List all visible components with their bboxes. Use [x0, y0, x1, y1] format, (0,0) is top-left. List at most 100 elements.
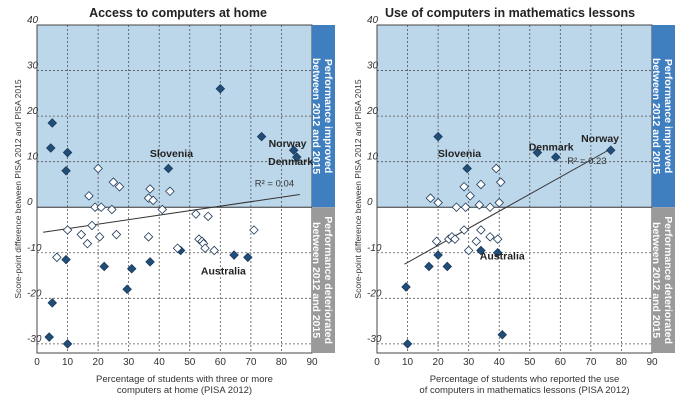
nonsignificant-point: [491, 163, 501, 174]
x-tick-label: 80: [616, 357, 628, 368]
nonsignificant-point: [148, 195, 158, 206]
x-tick-label: 0: [34, 357, 40, 368]
y-tick-label: 0: [367, 197, 373, 208]
y-tick-label: 20: [366, 106, 379, 117]
country-label: Denmark: [529, 141, 574, 153]
nonsignificant-point: [191, 209, 201, 219]
significant-point: [47, 118, 58, 128]
nonsignificant-point: [87, 220, 97, 231]
x-tick-label: 40: [494, 357, 506, 368]
significant-point: [243, 252, 253, 263]
nonsignificant-point: [76, 229, 87, 240]
significant-point: [433, 250, 443, 260]
x-axis-label-line: Percentage of students who reported the …: [430, 374, 620, 385]
y-tick-label: -20: [27, 288, 42, 299]
country-label: Denmark: [268, 156, 313, 168]
significant-point: [476, 245, 486, 256]
y-tick-label: 30: [367, 61, 379, 72]
country-label: Norway: [581, 133, 619, 145]
significant-point: [424, 261, 434, 272]
nonsignificant-point: [96, 202, 106, 212]
deteriorated-band: [377, 207, 652, 353]
nonsignificant-point: [474, 200, 485, 210]
nonsignificant-point: [485, 202, 495, 212]
significant-point: [550, 152, 561, 162]
significant-point: [433, 131, 443, 142]
deteriorated-sidebar: [652, 207, 675, 353]
y-tick-label: 10: [367, 152, 379, 163]
nonsignificant-point: [200, 243, 210, 253]
significant-point: [288, 145, 299, 156]
y-tick-label: -10: [27, 243, 42, 254]
trend-line: [404, 147, 613, 265]
significant-point: [145, 257, 155, 267]
x-tick-label: 10: [402, 357, 414, 368]
significant-point: [44, 332, 54, 342]
nonsignificant-point: [476, 179, 486, 190]
nonsignificant-point: [451, 202, 462, 212]
x-tick-label: 10: [62, 357, 74, 368]
significant-point: [291, 152, 302, 162]
significant-point: [99, 261, 109, 272]
r-squared-label: R² = 0.04: [255, 178, 294, 189]
nonsignificant-point: [172, 243, 183, 253]
nonsignificant-point: [495, 177, 506, 187]
x-tick-label: 90: [646, 357, 658, 368]
nonsignificant-point: [460, 202, 471, 212]
nonsignificant-point: [62, 225, 73, 235]
nonsignificant-point: [143, 193, 154, 203]
deteriorated-band-label-line: between 2012 and 2015: [310, 222, 322, 338]
y-tick-label: 20: [26, 106, 39, 117]
significant-point: [532, 147, 543, 158]
nonsignificant-point: [249, 225, 259, 235]
significant-point: [401, 282, 411, 292]
x-tick-label: 50: [184, 357, 196, 368]
nonsignificant-point: [463, 245, 474, 256]
x-tick-label: 80: [276, 357, 288, 368]
significant-point: [497, 330, 508, 340]
country-label: Slovenia: [150, 148, 193, 160]
significant-point: [62, 339, 73, 349]
nonsignificant-point: [203, 211, 213, 222]
x-tick-label: 20: [433, 357, 445, 368]
x-tick-label: 60: [555, 357, 567, 368]
nonsignificant-point: [494, 197, 504, 208]
nonsignificant-point: [450, 234, 460, 244]
significant-point: [605, 145, 616, 156]
y-tick-label: 0: [27, 197, 33, 208]
significant-point: [462, 163, 472, 174]
significant-point: [256, 131, 267, 142]
nonsignificant-point: [107, 204, 117, 215]
x-tick-label: 60: [215, 357, 227, 368]
nonsignificant-point: [52, 252, 62, 263]
nonsignificant-point: [433, 197, 443, 208]
country-label: Norway: [269, 138, 307, 150]
significant-point: [47, 298, 58, 308]
nonsignificant-point: [459, 225, 469, 235]
deteriorated-band-label-line: Performance deteriorated: [662, 216, 674, 344]
nonsignificant-point: [165, 186, 175, 197]
r-squared-label: R² = 0.23: [567, 156, 606, 167]
improved-band-label-line: Performance improved: [662, 59, 674, 173]
x-tick-label: 0: [374, 357, 380, 368]
y-tick-label: 30: [27, 61, 39, 72]
deteriorated-band-label: Performance deterioratedbetween 2012 and…: [310, 216, 334, 344]
chart-title: Use of computers in mathematics lessons: [385, 6, 635, 20]
x-tick-label: 30: [463, 357, 475, 368]
nonsignificant-point: [459, 181, 469, 192]
data-points: [44, 84, 302, 349]
nonsignificant-point: [431, 236, 442, 247]
deteriorated-band-label-line: between 2012 and 2015: [650, 222, 662, 338]
improved-band-label: Performance improvedbetween 2012 and 201…: [650, 58, 674, 174]
y-tick-label: 40: [27, 15, 39, 26]
significant-point: [45, 143, 56, 153]
improved-sidebar: [312, 25, 335, 208]
grid: [37, 24, 313, 353]
nonsignificant-point: [465, 191, 475, 201]
x-tick-label: 40: [154, 357, 166, 368]
nonsignificant-point: [145, 184, 155, 194]
x-tick-label: 90: [306, 357, 318, 368]
country-label: Australia: [480, 251, 525, 263]
